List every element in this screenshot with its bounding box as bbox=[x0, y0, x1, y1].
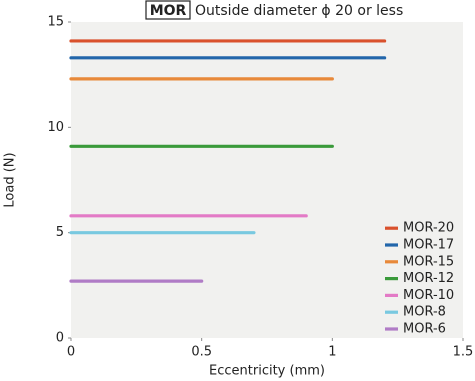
legend-label: MOR-8 bbox=[403, 305, 446, 320]
x-tick-label: 0 bbox=[67, 345, 75, 360]
y-axis-label: Load (N) bbox=[3, 152, 18, 207]
y-tick-label: 5 bbox=[56, 225, 64, 240]
title-badge: MOR bbox=[150, 3, 187, 19]
title-badge-box bbox=[145, 0, 191, 20]
legend-label: MOR-10 bbox=[403, 288, 454, 303]
plot-area bbox=[71, 22, 463, 338]
y-tick-label: 0 bbox=[56, 331, 64, 346]
legend-label: MOR-17 bbox=[403, 238, 454, 253]
legend-label: MOR-6 bbox=[403, 322, 446, 337]
y-tick-label: 15 bbox=[47, 15, 64, 30]
x-tick-label: 0.5 bbox=[191, 345, 212, 360]
chart-title: Outside diameter ϕ 20 or less bbox=[195, 3, 403, 19]
x-tick-label: 1.5 bbox=[453, 345, 474, 360]
x-tick-label: 1 bbox=[328, 345, 336, 360]
legend-label: MOR-20 bbox=[403, 221, 454, 236]
legend-label: MOR-12 bbox=[403, 271, 454, 286]
y-tick-label: 10 bbox=[47, 120, 64, 135]
x-axis-label: Eccentricity (mm) bbox=[209, 364, 325, 379]
legend-label: MOR-15 bbox=[403, 254, 454, 269]
